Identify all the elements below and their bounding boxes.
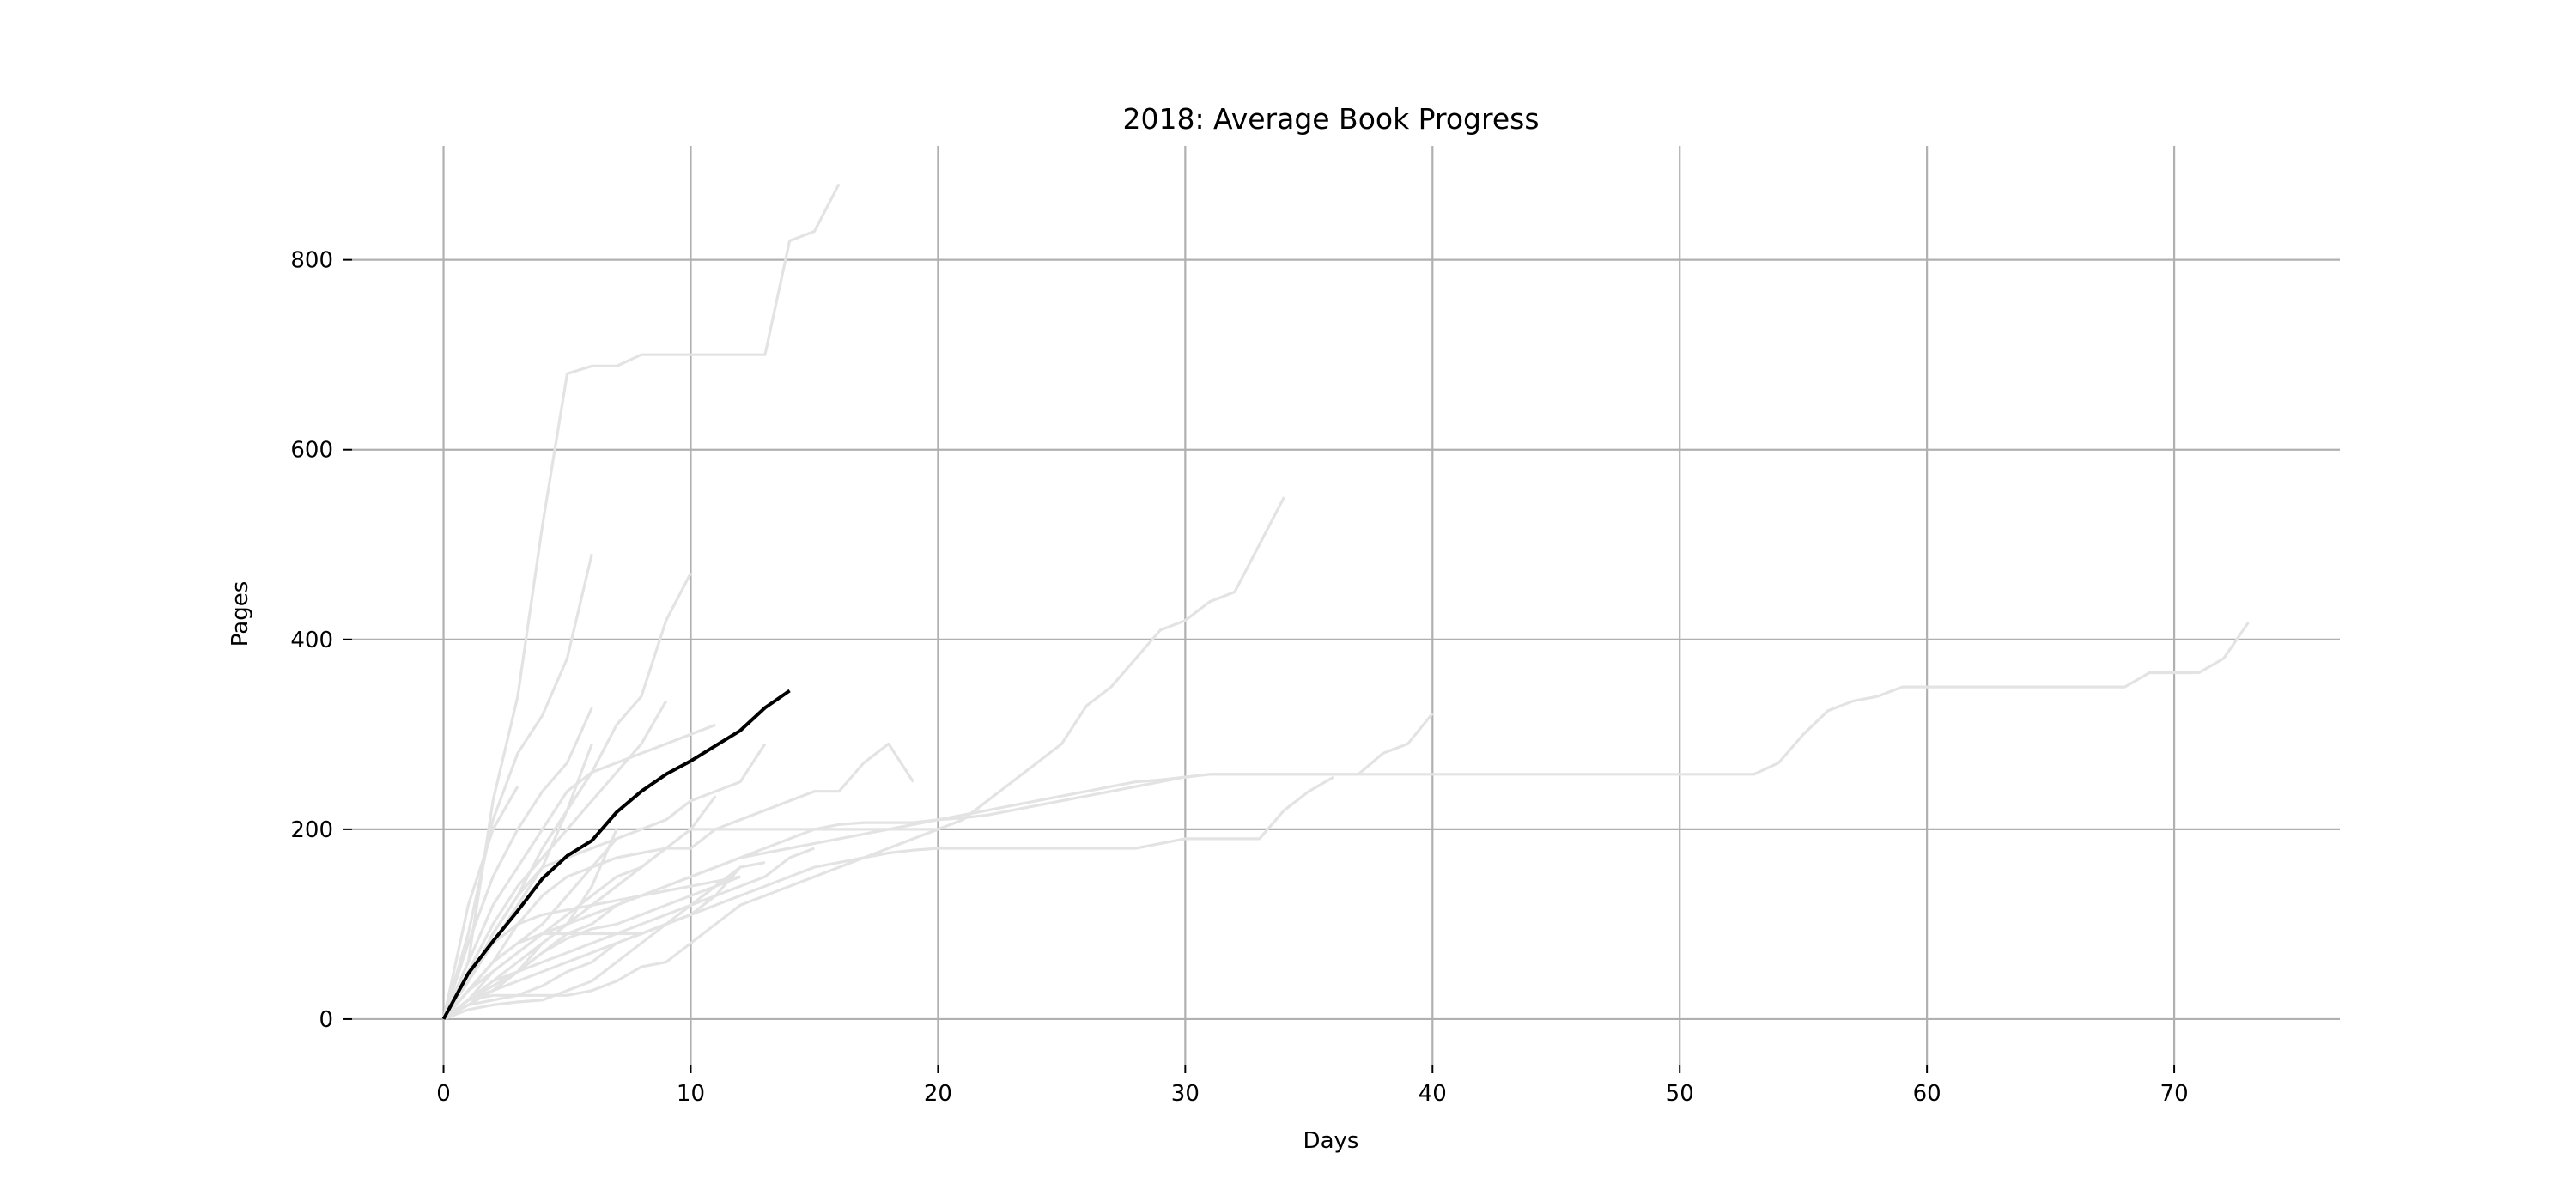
y-tick-label: 200 bbox=[290, 817, 333, 843]
book-progress-line bbox=[442, 743, 767, 1020]
book-progress-line bbox=[442, 723, 716, 1020]
book-progress-line bbox=[442, 183, 841, 1020]
x-tick-label: 10 bbox=[677, 1081, 705, 1107]
y-tick-label: 400 bbox=[290, 628, 333, 653]
x-tick-label: 0 bbox=[436, 1081, 451, 1107]
ticks-layer: 0 10 20 30 40 50 60 70 0 200 400 600 800 bbox=[290, 248, 2188, 1107]
book-progress-line bbox=[442, 621, 2250, 1021]
book-progress-line bbox=[442, 775, 1334, 1021]
x-tick-label: 70 bbox=[2160, 1081, 2189, 1107]
average-layer bbox=[441, 689, 791, 1020]
book-progress-line bbox=[442, 837, 618, 1020]
x-axis-label: Days bbox=[1303, 1128, 1359, 1154]
book-progress-line bbox=[442, 847, 815, 1021]
x-tick-label: 20 bbox=[924, 1081, 952, 1107]
books-layer bbox=[441, 183, 2250, 1021]
book-progress-line bbox=[442, 861, 766, 1021]
book-progress-line bbox=[442, 829, 618, 1021]
y-tick-label: 600 bbox=[290, 438, 333, 464]
average-progress-line bbox=[441, 689, 791, 1020]
y-tick-label: 0 bbox=[319, 1007, 333, 1033]
book-progress-line bbox=[441, 786, 519, 1020]
x-tick-label: 50 bbox=[1666, 1081, 1694, 1107]
x-tick-label: 40 bbox=[1419, 1081, 1447, 1107]
y-tick-label: 800 bbox=[290, 248, 333, 274]
book-progress-line bbox=[442, 700, 668, 1020]
x-tick-label: 30 bbox=[1171, 1081, 1200, 1107]
book-progress-line bbox=[442, 875, 741, 1021]
book-progress-line bbox=[442, 828, 939, 1021]
book-progress-line bbox=[442, 496, 1285, 1021]
grid-layer bbox=[352, 146, 2340, 1065]
y-axis-label: Pages bbox=[228, 581, 253, 647]
book-progress-line bbox=[441, 707, 593, 1020]
x-tick-label: 60 bbox=[1913, 1081, 1941, 1107]
book-progress-line bbox=[441, 553, 593, 1020]
book-progress-line bbox=[442, 866, 742, 1021]
book-progress-line bbox=[442, 742, 914, 1020]
chart-title: 2018: Average Book Progress bbox=[1122, 102, 1539, 136]
